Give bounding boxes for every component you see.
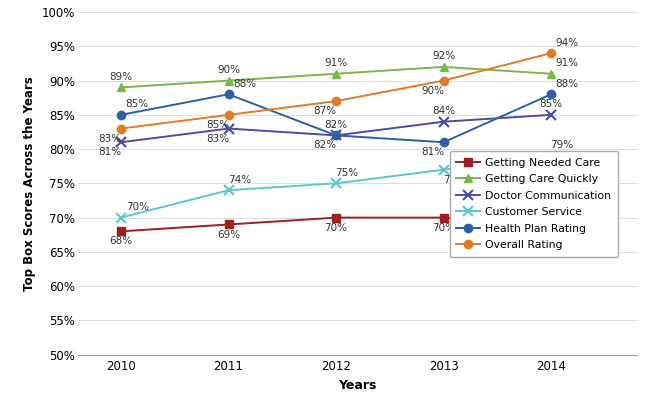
Text: 91%: 91% <box>324 58 348 68</box>
Getting Needed Care <box>439 215 447 220</box>
Text: 81%: 81% <box>421 147 445 157</box>
Text: 74%: 74% <box>227 175 251 185</box>
Text: 88%: 88% <box>556 79 578 89</box>
Overall Rating <box>117 126 125 131</box>
Doctor Communication <box>547 112 555 117</box>
Text: 94%: 94% <box>556 38 578 48</box>
Text: 85%: 85% <box>125 100 149 109</box>
Getting Care Quickly <box>225 78 233 83</box>
Overall Rating <box>332 99 340 104</box>
Y-axis label: Top Box Scores Across the Years: Top Box Scores Across the Years <box>23 76 36 291</box>
Overall Rating <box>439 78 447 83</box>
Doctor Communication <box>332 133 340 138</box>
Text: 88%: 88% <box>233 79 256 89</box>
Line: Overall Rating: Overall Rating <box>117 49 555 133</box>
Getting Needed Care <box>225 222 233 227</box>
Text: 69%: 69% <box>540 230 562 239</box>
X-axis label: Years: Years <box>338 379 377 392</box>
Text: 90%: 90% <box>421 86 444 96</box>
Text: 70%: 70% <box>125 202 149 212</box>
Getting Care Quickly <box>547 71 555 76</box>
Getting Needed Care <box>547 222 555 227</box>
Health Plan Rating <box>439 140 447 145</box>
Text: 83%: 83% <box>99 134 122 143</box>
Line: Doctor Communication: Doctor Communication <box>116 110 556 147</box>
Getting Care Quickly <box>439 64 447 69</box>
Text: 81%: 81% <box>99 147 122 157</box>
Text: 82%: 82% <box>324 120 348 130</box>
Text: 83%: 83% <box>206 134 229 143</box>
Text: 89%: 89% <box>109 72 133 82</box>
Text: 69%: 69% <box>217 230 240 239</box>
Customer Service <box>225 188 233 193</box>
Getting Needed Care <box>117 229 125 234</box>
Text: 79%: 79% <box>550 141 573 150</box>
Getting Needed Care <box>332 215 340 220</box>
Getting Care Quickly <box>332 71 340 76</box>
Doctor Communication <box>117 140 125 145</box>
Customer Service <box>547 154 555 158</box>
Text: 77%: 77% <box>443 175 466 185</box>
Text: 70%: 70% <box>432 223 455 233</box>
Text: 75%: 75% <box>335 168 358 178</box>
Line: Getting Care Quickly: Getting Care Quickly <box>117 63 555 91</box>
Getting Care Quickly <box>117 85 125 90</box>
Line: Getting Needed Care: Getting Needed Care <box>117 214 555 235</box>
Health Plan Rating <box>117 112 125 117</box>
Doctor Communication <box>225 126 233 131</box>
Doctor Communication <box>439 119 447 124</box>
Customer Service <box>439 167 447 172</box>
Text: 84%: 84% <box>432 106 455 116</box>
Customer Service <box>117 215 125 220</box>
Health Plan Rating <box>332 133 340 138</box>
Health Plan Rating <box>547 92 555 97</box>
Text: 70%: 70% <box>324 223 348 233</box>
Text: 91%: 91% <box>556 58 578 68</box>
Line: Customer Service: Customer Service <box>116 151 556 222</box>
Text: 85%: 85% <box>206 120 229 130</box>
Text: 92%: 92% <box>432 52 455 61</box>
Text: 68%: 68% <box>109 237 133 246</box>
Overall Rating <box>547 51 555 56</box>
Text: 82%: 82% <box>314 141 337 150</box>
Line: Health Plan Rating: Health Plan Rating <box>117 90 555 146</box>
Overall Rating <box>225 112 233 117</box>
Health Plan Rating <box>225 92 233 97</box>
Text: 90%: 90% <box>217 65 240 75</box>
Text: 85%: 85% <box>540 100 562 109</box>
Legend: Getting Needed Care, Getting Care Quickly, Doctor Communication, Customer Servic: Getting Needed Care, Getting Care Quickl… <box>450 151 618 257</box>
Customer Service <box>332 181 340 186</box>
Text: 87%: 87% <box>314 106 337 116</box>
